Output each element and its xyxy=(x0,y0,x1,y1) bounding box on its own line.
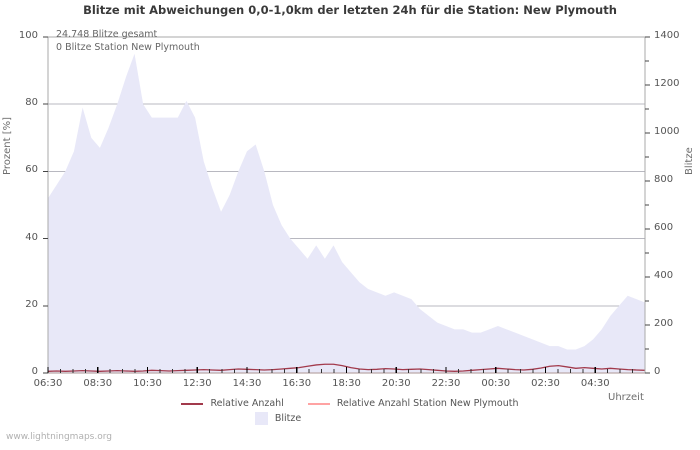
x-axis-label: Uhrzeit xyxy=(608,392,644,403)
annotation-station: 0 Blitze Station New Plymouth xyxy=(56,42,200,53)
chart-legend: Relative Anzahl Relative Anzahl Station … xyxy=(0,398,700,425)
y-tick-label-right: 1200 xyxy=(654,78,680,89)
legend-item-relative-anzahl-station[interactable]: Relative Anzahl Station New Plymouth xyxy=(307,398,519,409)
chart-annotations: 24.748 Blitze gesamt 0 Blitze Station Ne… xyxy=(56,28,200,54)
legend-line-icon xyxy=(181,402,204,405)
x-tick-label: 18:30 xyxy=(332,378,361,389)
footer-url: www.lightningmaps.org xyxy=(6,432,112,442)
legend-item-relative-anzahl[interactable]: Relative Anzahl xyxy=(181,398,284,409)
legend-row-lines: Relative Anzahl Relative Anzahl Station … xyxy=(0,398,700,409)
legend-label: Blitze xyxy=(274,413,302,424)
x-tick-label: 08:30 xyxy=(83,378,113,389)
y-tick-label-right: 1400 xyxy=(654,30,680,41)
y-tick-label-right: 200 xyxy=(654,318,674,329)
y-tick-label-right: 800 xyxy=(654,174,674,185)
legend-row-area: Blitze xyxy=(0,412,700,425)
x-tick-label: 20:30 xyxy=(381,378,411,389)
chart-title: Blitze mit Abweichungen 0,0-1,0km der le… xyxy=(83,3,617,17)
legend-label: Relative Anzahl xyxy=(210,398,284,409)
x-tick-label: 02:30 xyxy=(531,378,560,389)
legend-swatch-icon xyxy=(254,412,268,425)
x-tick-label: 10:30 xyxy=(133,378,162,389)
x-tick-label: 22:30 xyxy=(431,378,461,389)
x-tick-label: 16:30 xyxy=(282,378,312,389)
y-tick-label-right: 1000 xyxy=(654,126,680,137)
y-tick-label-right: 0 xyxy=(654,366,661,377)
y-tick-label-right: 600 xyxy=(654,222,674,233)
y-tick-label-left: 100 xyxy=(18,30,38,41)
y-tick-label-left: 0 xyxy=(31,366,38,377)
y-tick-label-left: 40 xyxy=(25,231,38,243)
legend-line-icon xyxy=(307,402,330,405)
y-tick-label-left: 60 xyxy=(25,164,38,176)
x-tick-label: 04:30 xyxy=(580,378,610,389)
y-tick-label-right: 400 xyxy=(654,270,674,281)
x-tick-label: 12:30 xyxy=(182,378,212,389)
x-tick-label: 00:30 xyxy=(481,378,511,389)
y-tick-label-left: 20 xyxy=(25,298,38,310)
annotation-total: 24.748 Blitze gesamt xyxy=(56,29,158,40)
legend-item-blitze[interactable]: Blitze xyxy=(254,412,302,425)
x-tick-label: 06:30 xyxy=(33,378,63,389)
y-tick-label-left: 80 xyxy=(25,97,38,109)
legend-label: Relative Anzahl Station New Plymouth xyxy=(336,398,519,409)
y-axis-label-right: Blitze xyxy=(684,147,695,175)
x-tick-label: 14:30 xyxy=(232,378,262,389)
